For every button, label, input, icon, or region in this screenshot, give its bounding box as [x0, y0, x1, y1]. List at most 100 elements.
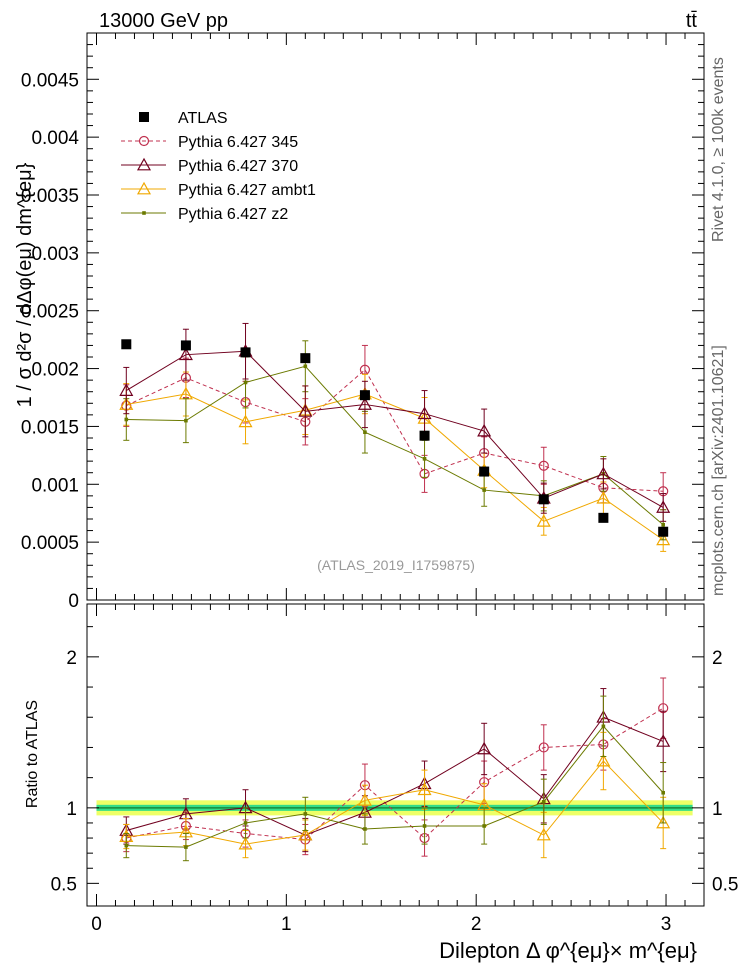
ratio-panel: 0 1 2 3 0.5 0.5 1 1 2 2 Ratio to ATLAS Dilepton Δ…: [24, 603, 738, 963]
data-point-marker: [596, 753, 611, 767]
legend-entry-atlas: ATLAS: [139, 110, 228, 127]
data-point-marker: [661, 790, 665, 795]
series-z2: [123, 695, 667, 862]
legend-entry-p370: Pythia 6.427 370: [121, 157, 298, 175]
x-tick-label: 0: [91, 914, 102, 935]
data-point-marker: [541, 800, 546, 804]
data-point-marker: [417, 406, 432, 420]
data-point-marker: [124, 843, 129, 848]
data-point-marker: [601, 724, 606, 729]
data-point-marker: [596, 466, 611, 480]
series-ambt1: [119, 731, 671, 859]
data-point-marker: [482, 824, 486, 828]
data-point-marker: [363, 827, 367, 831]
series-p345: [121, 344, 669, 511]
data-point-marker: [136, 157, 152, 171]
series-line: [126, 368, 664, 492]
data-point-marker: [298, 827, 313, 841]
y-tick-label: 0.0005: [21, 533, 79, 554]
ratio-y-tick-label: 2: [66, 648, 77, 669]
ratio-frame: [86, 603, 705, 907]
legend-label: Pythia 6.427 370: [178, 158, 298, 175]
data-point-marker: [119, 383, 134, 396]
data-point-marker: [536, 514, 551, 527]
data-point-marker: [656, 734, 671, 747]
x-axis-label: Dilepton Δ φ^{eμ}× m^{eμ}: [439, 938, 697, 963]
series-atlas: [121, 339, 669, 537]
data-point-marker: [598, 512, 609, 523]
x-tick-label: 2: [471, 914, 482, 935]
y-tick-label: 0.004: [31, 128, 79, 149]
data-point-marker: [656, 815, 671, 829]
ratio-ylabel: Ratio to ATLAS: [24, 700, 41, 808]
legend-entry-ambt1: Pythia 6.427 ambt1: [121, 181, 316, 199]
y-tick-label: 0.0045: [21, 70, 79, 91]
legend-entry-z2: Pythia 6.427 z2: [121, 206, 288, 223]
series-line: [126, 707, 664, 841]
data-point-marker: [303, 364, 308, 369]
analysis-label: (ATLAS_2019_I1759875): [317, 557, 475, 573]
data-point-marker: [124, 417, 129, 422]
legend: ATLAS Pythia 6.427 345 Pythia 6.427 370 Pyt…: [121, 110, 316, 223]
data-point-marker: [184, 845, 188, 849]
y-tick-label: 0.0015: [21, 417, 79, 438]
ratio-y-tick-label: 1: [66, 799, 77, 820]
ratio-y-tick-label-right: 0.5: [712, 874, 738, 895]
data-point-marker: [656, 532, 671, 546]
data-point-marker: [184, 418, 188, 423]
data-point-marker: [538, 460, 549, 471]
data-point-marker: [357, 397, 372, 410]
legend-label: Pythia 6.427 ambt1: [178, 182, 316, 199]
x-tick-label: 3: [661, 914, 672, 935]
series-line: [126, 760, 664, 845]
legend-entry-p345: Pythia 6.427 345: [121, 134, 298, 151]
legend-label: Pythia 6.427 z2: [178, 206, 288, 223]
header-left: 13000 GeV pp: [99, 10, 228, 32]
data-point-marker: [180, 340, 191, 351]
y-tick-label: 0.0025: [21, 302, 79, 323]
series-ambt1: [119, 371, 671, 552]
header-right: tt̄: [686, 10, 698, 32]
data-point-marker: [142, 211, 146, 215]
data-point-marker: [121, 339, 132, 350]
legend-label: ATLAS: [178, 110, 228, 127]
data-point-marker: [136, 181, 152, 195]
y-tick-label: 0.002: [31, 360, 79, 381]
data-point-marker: [238, 836, 253, 850]
data-point-marker: [300, 353, 311, 364]
y-tick-label: 0: [68, 591, 79, 612]
data-point-marker: [536, 827, 551, 841]
data-point-marker: [658, 526, 669, 537]
main-panel: 0 0.0005 0.001 0.0015 0.002 0.0025 0.003 0.0035…: [14, 32, 705, 612]
ratio-y-tick-label-right: 1: [712, 799, 723, 820]
ratio-y-tick-label-right: 2: [712, 648, 723, 669]
data-point-marker: [479, 466, 490, 477]
data-point-marker: [538, 742, 549, 753]
data-point-marker: [363, 430, 367, 435]
data-point-marker: [138, 135, 150, 147]
main-frame: [86, 32, 705, 601]
data-point-marker: [178, 347, 193, 361]
y-tick-label: 0.003: [31, 244, 79, 265]
series-line: [126, 725, 664, 848]
data-point-marker: [419, 430, 430, 441]
data-point-marker: [303, 812, 308, 816]
data-point-marker: [238, 414, 253, 428]
data-point-marker: [477, 423, 492, 437]
main-ylabel: 1 / σ d²σ / dΔφ(eμ) dm^{eμ}: [14, 162, 36, 407]
data-point-marker: [417, 782, 432, 796]
series-p345: [121, 677, 669, 857]
mcplots-label: mcplots.cern.ch [arXiv:2401.10621]: [710, 345, 727, 596]
data-point-marker: [661, 522, 665, 527]
rivet-label: Rivet 4.1.0, ≥ 100k events: [710, 57, 727, 242]
data-point-marker: [243, 380, 248, 385]
data-point-marker: [298, 404, 313, 417]
series-line: [126, 393, 664, 541]
data-point-marker: [422, 457, 427, 461]
data-point-marker: [357, 793, 372, 806]
data-point-marker: [596, 490, 611, 504]
y-tick-label: 0.001: [31, 475, 79, 496]
ratio-y-tick-label: 0.5: [51, 874, 77, 895]
data-point-marker: [538, 494, 549, 505]
